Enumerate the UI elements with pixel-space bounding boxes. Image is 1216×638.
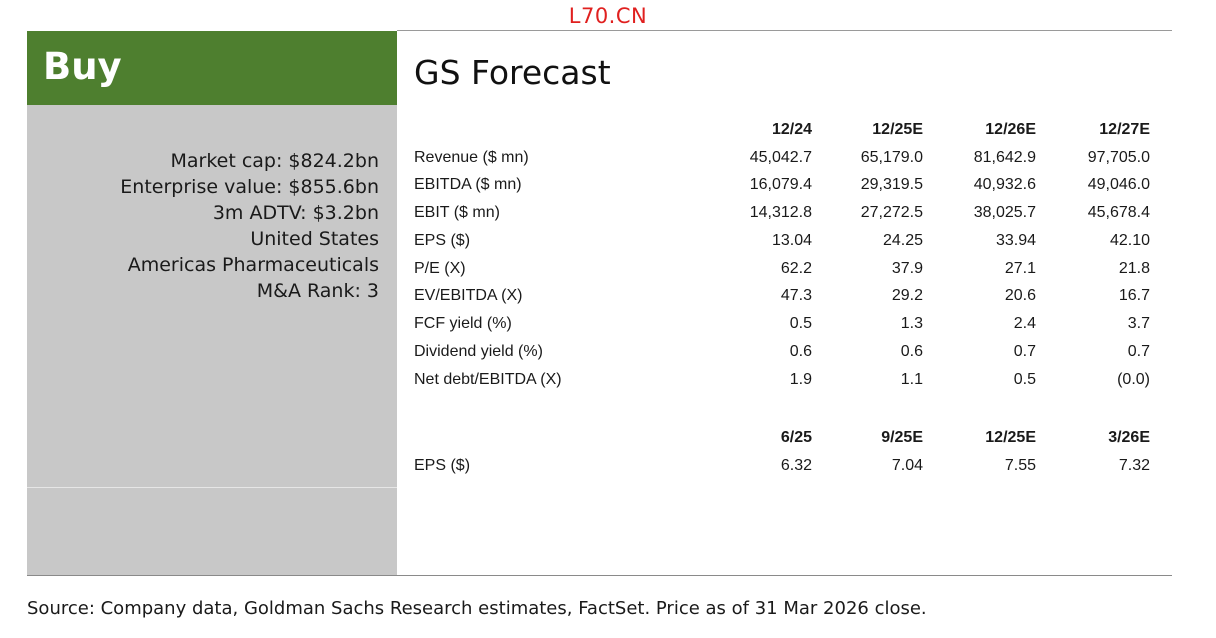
cell-value: 33.94 bbox=[995, 231, 1036, 249]
table-row: FCF yield (%) 0.5 1.3 2.4 3.7 bbox=[414, 310, 1150, 338]
company-stats: Market cap: $824.2bn Enterprise value: $… bbox=[120, 148, 379, 304]
table-header-row: 12/24 12/25E 12/26E 12/27E bbox=[414, 116, 1150, 144]
table-row: EBITDA ($ mn) 16,079.4 29,319.5 40,932.6 49,… bbox=[414, 172, 1150, 200]
cell-value: 27.1 bbox=[1004, 259, 1036, 277]
forecast-title: GS Forecast bbox=[414, 53, 611, 92]
column-header: 12/27E bbox=[1099, 120, 1150, 138]
cell-value: 7.32 bbox=[1118, 456, 1150, 474]
cell-value: 0.7 bbox=[1127, 342, 1150, 360]
annual-forecast-table: 12/24 12/25E 12/26E 12/27E Revenue ($ mn… bbox=[414, 116, 1150, 394]
row-label: P/E (X) bbox=[414, 259, 466, 277]
cell-value: 62.2 bbox=[780, 259, 812, 277]
cell-value: 21.8 bbox=[1118, 259, 1150, 277]
cell-value: 49,046.0 bbox=[1087, 176, 1150, 194]
source-note: Source: Company data, Goldman Sachs Rese… bbox=[27, 598, 927, 619]
table-row: EPS ($) 13.04 24.25 33.94 42.10 bbox=[414, 227, 1150, 255]
cell-value: 81,642.9 bbox=[973, 148, 1036, 166]
cell-value: 0.5 bbox=[789, 315, 812, 333]
table-row: EBIT ($ mn) 14,312.8 27,272.5 38,025.7 45,67… bbox=[414, 199, 1150, 227]
rating-badge: Buy bbox=[27, 31, 397, 105]
column-header: 6/25 bbox=[780, 428, 812, 446]
stat-enterprise-value: Enterprise value: $855.6bn bbox=[120, 176, 379, 198]
panel-divider bbox=[27, 487, 397, 488]
cell-value: 7.04 bbox=[891, 456, 923, 474]
row-label: EBITDA ($ mn) bbox=[414, 176, 522, 194]
row-label: EPS ($) bbox=[414, 231, 471, 249]
row-label: Net debt/EBITDA (X) bbox=[414, 370, 562, 388]
cell-value: 0.7 bbox=[1013, 342, 1036, 360]
column-header: 12/25E bbox=[872, 120, 923, 138]
cell-value: 40,932.6 bbox=[973, 176, 1036, 194]
table-row: Net debt/EBITDA (X) 1.9 1.1 0.5 (0.0) bbox=[414, 366, 1150, 394]
row-label: Revenue ($ mn) bbox=[414, 148, 529, 166]
cell-value: 38,025.7 bbox=[973, 204, 1036, 222]
cell-value: 1.1 bbox=[900, 370, 923, 388]
column-header: 12/26E bbox=[985, 120, 1036, 138]
stat-adtv: 3m ADTV: $3.2bn bbox=[212, 202, 379, 224]
cell-value: 14,312.8 bbox=[749, 204, 812, 222]
cell-value: 47.3 bbox=[780, 287, 812, 305]
column-header: 12/24 bbox=[771, 120, 812, 138]
cell-value: 16,079.4 bbox=[749, 176, 812, 194]
top-rule bbox=[397, 30, 1172, 31]
rating-panel: Buy Market cap: $824.2bn Enterprise valu… bbox=[27, 31, 397, 575]
stat-country: United States bbox=[250, 228, 379, 250]
cell-value: 24.25 bbox=[882, 231, 923, 249]
cell-value: 6.32 bbox=[780, 456, 812, 474]
cell-value: 2.4 bbox=[1013, 315, 1036, 333]
table-row: EV/EBITDA (X) 47.3 29.2 20.6 16.7 bbox=[414, 283, 1150, 311]
quarterly-eps-table: 6/25 9/25E 12/25E 3/26E EPS ($) 6.32 7.04 7… bbox=[414, 424, 1150, 480]
cell-value: 45,678.4 bbox=[1087, 204, 1150, 222]
cell-value: (0.0) bbox=[1117, 370, 1150, 388]
cell-value: 0.6 bbox=[789, 342, 812, 360]
stat-market-cap: Market cap: $824.2bn bbox=[170, 150, 379, 172]
table-row: Revenue ($ mn) 45,042.7 65,179.0 81,642.9 97… bbox=[414, 144, 1150, 172]
cell-value: 7.55 bbox=[1004, 456, 1036, 474]
table-header-row: 6/25 9/25E 12/25E 3/26E bbox=[414, 424, 1150, 452]
cell-value: 13.04 bbox=[771, 231, 812, 249]
cell-value: 20.6 bbox=[1004, 287, 1036, 305]
cell-value: 29.2 bbox=[891, 287, 923, 305]
rating-label: Buy bbox=[43, 45, 122, 88]
cell-value: 16.7 bbox=[1118, 287, 1150, 305]
row-label: EBIT ($ mn) bbox=[414, 204, 500, 222]
stat-sector: Americas Pharmaceuticals bbox=[127, 254, 379, 276]
cell-value: 37.9 bbox=[891, 259, 923, 277]
table-row: Dividend yield (%) 0.6 0.6 0.7 0.7 bbox=[414, 338, 1150, 366]
cell-value: 45,042.7 bbox=[749, 148, 812, 166]
cell-value: 29,319.5 bbox=[860, 176, 923, 194]
cell-value: 27,272.5 bbox=[860, 204, 923, 222]
row-label: EV/EBITDA (X) bbox=[414, 287, 523, 305]
header-spacer bbox=[414, 116, 714, 144]
column-header: 9/25E bbox=[881, 428, 923, 446]
cell-value: 1.9 bbox=[789, 370, 812, 388]
column-header: 3/26E bbox=[1108, 428, 1150, 446]
cell-value: 97,705.0 bbox=[1087, 148, 1150, 166]
row-label: Dividend yield (%) bbox=[414, 342, 543, 360]
row-label: FCF yield (%) bbox=[414, 315, 512, 333]
table-row: EPS ($) 6.32 7.04 7.55 7.32 bbox=[414, 452, 1150, 480]
cell-value: 3.7 bbox=[1127, 315, 1150, 333]
stat-ma-rank: M&A Rank: 3 bbox=[256, 280, 379, 302]
watermark: L70.CN bbox=[568, 4, 648, 28]
cell-value: 65,179.0 bbox=[860, 148, 923, 166]
cell-value: 0.6 bbox=[900, 342, 923, 360]
cell-value: 1.3 bbox=[900, 315, 923, 333]
table-row: P/E (X) 62.2 37.9 27.1 21.8 bbox=[414, 255, 1150, 283]
row-label: EPS ($) bbox=[414, 456, 471, 474]
header-spacer bbox=[414, 424, 714, 452]
bottom-rule bbox=[27, 575, 1172, 576]
cell-value: 0.5 bbox=[1013, 370, 1036, 388]
cell-value: 42.10 bbox=[1109, 231, 1150, 249]
column-header: 12/25E bbox=[985, 428, 1036, 446]
